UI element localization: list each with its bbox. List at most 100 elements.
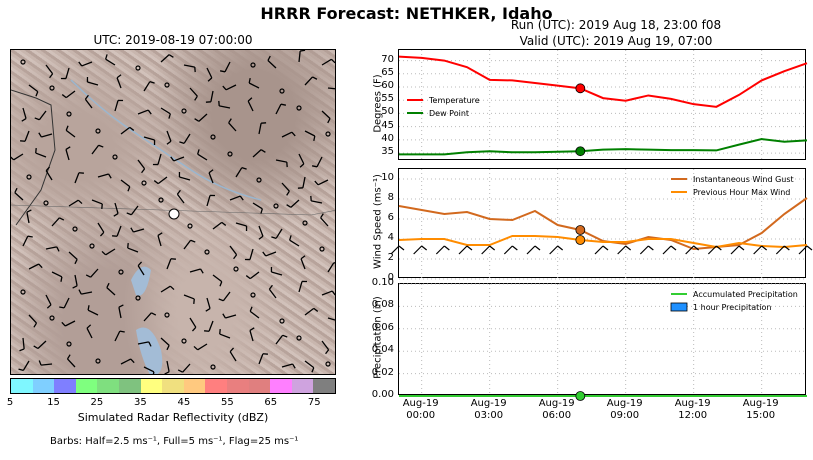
y-tick-label: 0.06 — [371, 321, 394, 333]
colorbar-segment — [118, 379, 141, 393]
y-tick-label: 8 — [387, 192, 394, 203]
wind-barb — [390, 245, 405, 255]
y-tick-label: 55 — [381, 93, 394, 105]
wind-barb — [798, 245, 813, 255]
wind-barb — [707, 245, 722, 255]
x-tick-label: Aug-19 06:00 — [527, 398, 587, 422]
wind-barb — [685, 245, 700, 255]
colorbar-segment — [270, 379, 292, 393]
x-tick-line: Aug-19 — [742, 398, 779, 409]
legend-label: Previous Hour Max Wind — [693, 188, 790, 197]
barbs-note: Barbs: Half=2.5 ms⁻¹, Full=5 ms⁻¹, Flag=… — [50, 436, 299, 447]
y-tick-label: 65 — [381, 66, 394, 78]
x-tick-label: Aug-19 09:00 — [595, 398, 655, 422]
x-tick-line: 09:00 — [610, 410, 640, 421]
colorbar-tick: 15 — [47, 397, 60, 408]
y-tick-label: 0.10 — [371, 277, 394, 288]
temperature-plot: Temperature Dew Point — [398, 50, 808, 161]
series-line — [399, 138, 808, 156]
precip-plot: Accumulated Precipitation 1 hour Precipit… — [399, 283, 807, 401]
x-tick-line: Aug-19 — [470, 398, 507, 409]
wind-barb — [662, 245, 677, 255]
colorbar-segment — [248, 379, 271, 393]
wind-barb — [775, 245, 790, 255]
colorbar-segment — [313, 379, 335, 393]
x-tick-line: Aug-19 — [538, 398, 575, 409]
colorbar-segment — [32, 379, 55, 393]
colorbar-tick: 5 — [6, 397, 14, 408]
map-overlay — [11, 50, 335, 374]
colorbar-segment — [97, 379, 119, 393]
colorbar-segment — [205, 379, 227, 393]
wind-barb — [549, 245, 564, 255]
wind-barb — [753, 245, 768, 255]
y-tick-label: 35 — [381, 146, 394, 158]
colorbar-tick: 65 — [264, 397, 278, 408]
x-tick-label: Aug-19 15:00 — [731, 398, 791, 422]
highlight-point — [575, 235, 586, 245]
wind-barb — [526, 245, 541, 255]
x-tick-line: 03:00 — [474, 410, 504, 421]
y-tick-label: 0.02 — [371, 366, 394, 378]
x-tick-line: Aug-19 — [674, 398, 711, 409]
colorbar-segment — [162, 379, 184, 393]
highlight-point — [575, 146, 586, 157]
y-tick-label: 70 — [381, 53, 394, 65]
run-info: Run (UTC): 2019 Aug 18, 23:00 f08 Valid … — [398, 17, 813, 49]
x-tick-line: Aug-19 — [402, 398, 439, 409]
highlight-point — [575, 391, 586, 401]
wind-plot: Instantaneous Wind Gust Previous Hour Max… — [390, 169, 813, 280]
colorbar-tick: 75 — [307, 397, 321, 408]
y-tick-label: 60 — [381, 80, 394, 91]
colorbar-tick: 25 — [90, 397, 104, 408]
series-line — [398, 55, 808, 108]
x-tick-line: 12:00 — [678, 410, 708, 421]
y-axis-label: Wind Speed (ms⁻¹) — [372, 174, 384, 269]
valid-line: Valid (UTC): 2019 Aug 19, 07:00 — [519, 34, 713, 48]
legend-label: Temperature — [428, 96, 480, 105]
colorbar-segment — [75, 379, 98, 393]
colorbar-segment — [226, 379, 249, 393]
y-tick-label: 4 — [387, 232, 394, 243]
temperature-panel: Temperature Dew Point — [398, 49, 808, 161]
radar-map — [10, 49, 336, 375]
y-axis-label: Precipitation (in) — [372, 296, 384, 379]
wind-barb — [458, 245, 473, 255]
legend-label: Accumulated Precipitation — [693, 290, 798, 299]
y-tick-label: 0.00 — [371, 389, 394, 400]
wind-barb — [617, 245, 632, 255]
colorbar-tick: 45 — [177, 397, 191, 408]
y-tick-label: 2 — [387, 252, 394, 263]
run-line: Run (UTC): 2019 Aug 18, 23:00 f08 — [510, 18, 722, 32]
highlight-point — [575, 83, 586, 94]
x-tick-label: Aug-19 03:00 — [459, 398, 519, 422]
legend-label: Instantaneous Wind Gust — [693, 175, 794, 184]
colorbar-tick: 35 — [134, 397, 147, 408]
y-tick-label: 40 — [381, 132, 394, 144]
legend: Instantaneous Wind Gust Previous Hour Max… — [671, 175, 794, 197]
x-tick-label: Aug-19 12:00 — [663, 398, 723, 422]
y-tick-label: 10 — [381, 172, 394, 183]
wind-barb — [594, 245, 609, 255]
legend: Accumulated Precipitation 1 hour Precipit… — [670, 290, 798, 312]
wind-barb — [503, 245, 518, 255]
colorbar-segment — [54, 379, 76, 393]
legend-label: 1 hour Precipitation — [693, 303, 772, 312]
precip-panel: Accumulated Precipitation 1 hour Precipit… — [398, 283, 807, 401]
x-tick-line: 06:00 — [542, 410, 572, 421]
highlight-point — [575, 225, 586, 235]
y-tick-label: 6 — [387, 212, 394, 223]
wind-barb — [639, 245, 654, 255]
legend: Temperature Dew Point — [407, 96, 480, 118]
x-tick-line: 00:00 — [406, 410, 436, 421]
y-tick-label: 0.04 — [371, 344, 394, 356]
colorbar-segment — [140, 379, 163, 393]
map-title: UTC: 2019-08-19 07:00:00 — [93, 33, 253, 47]
colorbar-tick: 55 — [220, 397, 234, 408]
wind-barb — [481, 245, 496, 255]
y-tick-label: 45 — [381, 119, 394, 131]
wind-panel: Instantaneous Wind Gust Previous Hour Max… — [390, 168, 813, 280]
main-title: HRRR Forecast: NETHKER, Idaho — [260, 4, 553, 23]
x-tick-line: 15:00 — [746, 410, 776, 421]
y-tick-label: 50 — [381, 106, 394, 118]
